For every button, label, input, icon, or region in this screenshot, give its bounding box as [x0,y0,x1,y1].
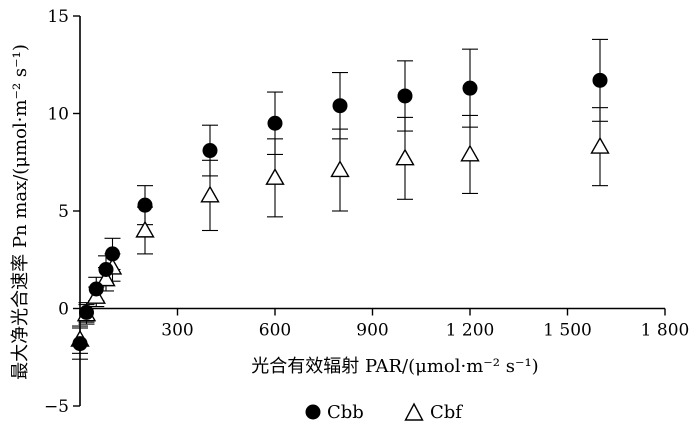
x-tick-label: 900 [356,321,388,341]
plot-area: −5 0 5 10 15 300 600 900 1 200 1 500 1 800 [44,7,689,417]
x-tick-label: 300 [161,321,193,341]
legend: Cbb Cbf [305,402,463,423]
data-point-cbb [332,98,348,114]
y-tick-label: 10 [47,105,69,125]
data-point-cbb [137,197,153,213]
x-tick-label: 600 [259,321,291,341]
y-tick-label: 5 [58,202,69,222]
data-point-cbf [460,144,480,162]
legend-label-cbf: Cbf [430,402,463,423]
y-axis-title: 最大净光合速率 Pn max/(μmol·m⁻² s⁻¹) [10,44,31,380]
data-point-cbf [265,167,285,185]
data-point-cbb [202,143,218,159]
y-axis-title-text: 最大净光合速率 Pn max/(μmol·m⁻² s⁻¹) [10,44,31,380]
data-point-cbb [105,246,120,262]
data-point-cbb [79,304,94,320]
x-axis-title: 光合有效辐射 PAR/(μmol·m⁻² s⁻¹) [251,356,538,377]
data-point-cbf [96,269,116,287]
legend-marker-cbb [305,404,321,420]
data-point-cbb [88,281,104,297]
y-tick-label: 15 [47,7,69,27]
data-point-cbb [592,72,608,88]
data-point-cbf [330,160,350,178]
y-tick-label: 0 [58,300,69,320]
data-point-cbb [267,115,283,131]
data-point-cbf [590,136,610,154]
y-tick-label: −5 [44,397,69,417]
data-point-cbb [397,88,413,104]
legend-marker-cbf [404,402,424,421]
data-point-cbf [200,185,220,203]
legend-item-cbb: Cbb [305,402,364,423]
x-tick-label: 1 200 [446,321,495,341]
x-tick-label: 1 800 [641,321,690,341]
data-point-cbf [395,148,415,166]
data-point-cbb [462,80,478,96]
data-point-cbb [72,336,88,352]
legend-item-cbf: Cbf [404,402,463,423]
legend-label-cbb: Cbb [327,402,364,423]
data-point-cbf [135,220,155,238]
data-point-cbb [98,262,114,277]
x-tick-label: 1 500 [543,321,592,341]
